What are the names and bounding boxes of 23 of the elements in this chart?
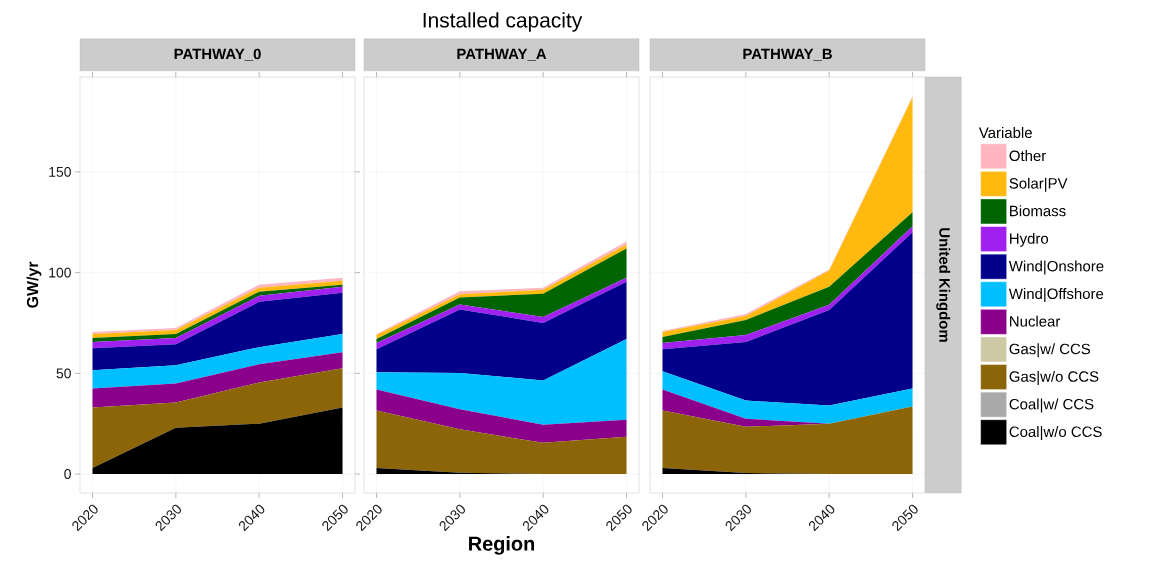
y-tick-label: 0 [64,469,71,480]
chart-subtitle: PATHWAY_A [457,48,547,61]
legend-label: Gas|w/o CCS [1009,370,1099,385]
legend-label: Solar|PV [1009,177,1068,192]
legend-label: Other [1009,150,1046,162]
legend-title: Variable [978,127,1032,139]
legend-label: Wind|Offshore [1008,288,1104,303]
y-tick-label: 150 [49,166,71,177]
chart-subtitle: PATHWAY_0 [174,48,261,61]
legend-label: Hydro [1010,232,1049,247]
legend-label: Coal|w/ CCS [1009,398,1094,413]
y-tick-label: 100 [49,267,71,278]
legend-label: Coal|w/o CCS [1009,426,1102,441]
legend-label: Gas|w/ CCS [1009,343,1091,358]
legend-label: Biomass [1010,205,1066,217]
y2-axis-title: United Kingdom [936,228,951,342]
x-axis-title: Region [469,536,535,555]
legend-label: Wind|Onshore [1008,260,1104,275]
chart-subtitle: PATHWAY_B [743,48,832,61]
legend-label: Nuclear [1010,315,1061,327]
y-axis-title: GW/yr [26,261,42,308]
chart-title: Installed capacity [423,12,583,32]
y-tick-label: 50 [56,368,71,379]
